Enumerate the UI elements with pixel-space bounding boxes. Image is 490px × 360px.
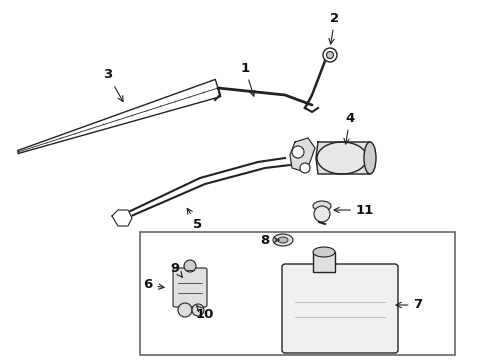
Polygon shape	[18, 80, 220, 153]
Text: 11: 11	[334, 203, 374, 216]
Circle shape	[292, 146, 304, 158]
Ellipse shape	[364, 142, 376, 174]
FancyBboxPatch shape	[173, 268, 207, 307]
Bar	[140, 232, 455, 355]
Bar	[313, 252, 335, 272]
Circle shape	[314, 206, 330, 222]
Text: 5: 5	[187, 208, 202, 231]
Circle shape	[192, 304, 204, 316]
Text: 2: 2	[329, 12, 340, 44]
Text: 1: 1	[241, 62, 255, 96]
Circle shape	[326, 51, 334, 58]
Text: 8: 8	[260, 234, 279, 247]
Ellipse shape	[273, 234, 293, 246]
Text: 7: 7	[396, 298, 422, 311]
Text: 3: 3	[103, 68, 123, 102]
Circle shape	[178, 303, 192, 317]
FancyBboxPatch shape	[282, 264, 398, 353]
Polygon shape	[290, 138, 315, 172]
Text: 10: 10	[196, 306, 214, 321]
Ellipse shape	[313, 247, 335, 257]
Circle shape	[300, 163, 310, 173]
Ellipse shape	[278, 237, 288, 243]
Ellipse shape	[313, 201, 331, 211]
Text: 9: 9	[171, 261, 182, 277]
Circle shape	[184, 260, 196, 272]
Polygon shape	[316, 142, 372, 174]
Text: 6: 6	[144, 279, 164, 292]
Text: 4: 4	[344, 112, 355, 144]
Polygon shape	[112, 210, 132, 226]
Ellipse shape	[317, 142, 367, 174]
Circle shape	[323, 48, 337, 62]
